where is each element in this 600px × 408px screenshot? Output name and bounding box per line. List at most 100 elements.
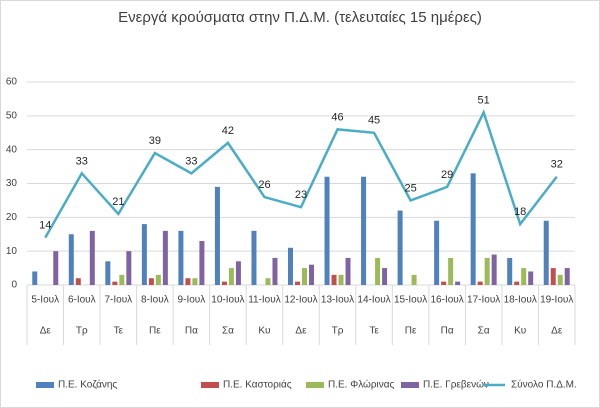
bar	[345, 257, 351, 285]
legend-label: Π.Ε. Καστοριάς	[223, 379, 292, 391]
bar	[434, 220, 440, 285]
bar	[507, 257, 513, 285]
y-tick-label: 20	[6, 212, 18, 223]
bar	[265, 278, 271, 285]
bar	[543, 220, 549, 285]
bar	[272, 257, 278, 285]
x-tick-label: 5-Ιουλ	[31, 295, 59, 306]
bar	[324, 176, 330, 285]
x-weekday-label: Τρ	[332, 326, 344, 337]
bar	[178, 230, 184, 285]
legend-label: Σύνολο Π.Δ.Μ.	[511, 379, 577, 391]
data-label: 29	[441, 169, 453, 181]
bar	[455, 281, 461, 285]
bar	[528, 271, 534, 285]
x-weekday-label: Πα	[185, 326, 198, 337]
bar	[338, 274, 344, 285]
legend-label: Π.Ε. Φλώρινας	[328, 379, 395, 391]
bar	[75, 278, 81, 285]
x-tick-label: 18-Ιουλ	[504, 295, 537, 306]
bar	[68, 234, 74, 285]
x-tick-label: 14-Ιουλ	[357, 295, 390, 306]
data-label: 23	[295, 189, 307, 201]
bar	[514, 281, 520, 285]
bar	[295, 281, 300, 285]
bar	[375, 257, 381, 285]
x-weekday-label: Δε	[295, 326, 307, 337]
bar	[228, 268, 234, 285]
bar	[119, 274, 125, 285]
bar	[126, 251, 132, 285]
x-tick-label: 15-Ιουλ	[394, 295, 427, 306]
data-label: 46	[331, 111, 343, 123]
bar	[411, 274, 417, 285]
y-tick-label: 10	[6, 246, 18, 257]
x-tick-label: 16-Ιουλ	[431, 295, 464, 306]
bar	[53, 251, 59, 285]
bar	[162, 230, 168, 285]
x-weekday-label: Κυ	[258, 326, 270, 337]
bar	[484, 257, 490, 285]
x-tick-label: 19-Ιουλ	[540, 295, 573, 306]
bar	[141, 224, 147, 285]
bar	[331, 274, 337, 285]
bar	[550, 268, 556, 285]
x-tick-label: 10-Ιουλ	[211, 295, 244, 306]
bar	[309, 264, 314, 285]
bar	[477, 281, 483, 285]
x-tick-label: 6-Ιουλ	[68, 295, 96, 306]
x-weekday-label: Τε	[369, 326, 379, 337]
x-weekday-label: Τρ	[76, 326, 88, 337]
x-weekday-label: Πε	[149, 326, 161, 337]
data-label: 26	[258, 179, 270, 191]
x-tick-label: 7-Ιουλ	[104, 295, 132, 306]
bar	[288, 247, 293, 285]
x-weekday-label: Δε	[40, 326, 52, 337]
bar	[397, 210, 403, 285]
bar	[148, 278, 154, 285]
data-label: 33	[185, 155, 197, 167]
y-tick-label: 50	[6, 110, 18, 121]
data-label: 42	[222, 125, 234, 137]
bar	[112, 281, 118, 285]
line	[44, 109, 558, 239]
bar	[214, 186, 220, 285]
legend-label: Π.Ε. Γρεβενών	[423, 379, 489, 391]
x-weekday-label: Σα	[222, 326, 234, 337]
x-weekday-label: Κυ	[514, 326, 526, 337]
bar	[32, 271, 38, 285]
x-weekday-label: Πα	[441, 326, 454, 337]
legend-swatch	[306, 382, 324, 388]
bar	[361, 176, 367, 285]
x-tick-label: 11-Ιουλ	[248, 295, 281, 306]
data-label: 39	[149, 135, 161, 147]
x-weekday-label: Σα	[478, 326, 490, 337]
bar	[251, 230, 257, 285]
bar	[105, 261, 111, 285]
y-tick-label: 60	[6, 77, 18, 88]
data-label: 33	[76, 155, 88, 167]
bar	[192, 278, 198, 285]
legend-swatch	[201, 382, 219, 388]
x-weekday-label: Δε	[551, 326, 563, 337]
bar	[491, 254, 497, 285]
data-label: 14	[39, 220, 51, 232]
bar	[441, 281, 447, 285]
x-tick-label: 17-Ιουλ	[467, 295, 500, 306]
bar	[557, 274, 563, 285]
data-label: 51	[478, 94, 490, 106]
bar	[448, 257, 454, 285]
y-tick-label: 40	[6, 144, 18, 155]
x-weekday-label: Πε	[405, 326, 417, 337]
data-label: 25	[404, 182, 416, 194]
x-tick-label: 8-Ιουλ	[141, 295, 169, 306]
bar	[564, 268, 570, 285]
data-label: 45	[368, 115, 380, 127]
legend-swatch	[401, 382, 419, 388]
bar	[185, 278, 191, 285]
bar	[470, 173, 476, 285]
bar	[302, 268, 307, 285]
y-tick-label: 30	[6, 178, 18, 189]
